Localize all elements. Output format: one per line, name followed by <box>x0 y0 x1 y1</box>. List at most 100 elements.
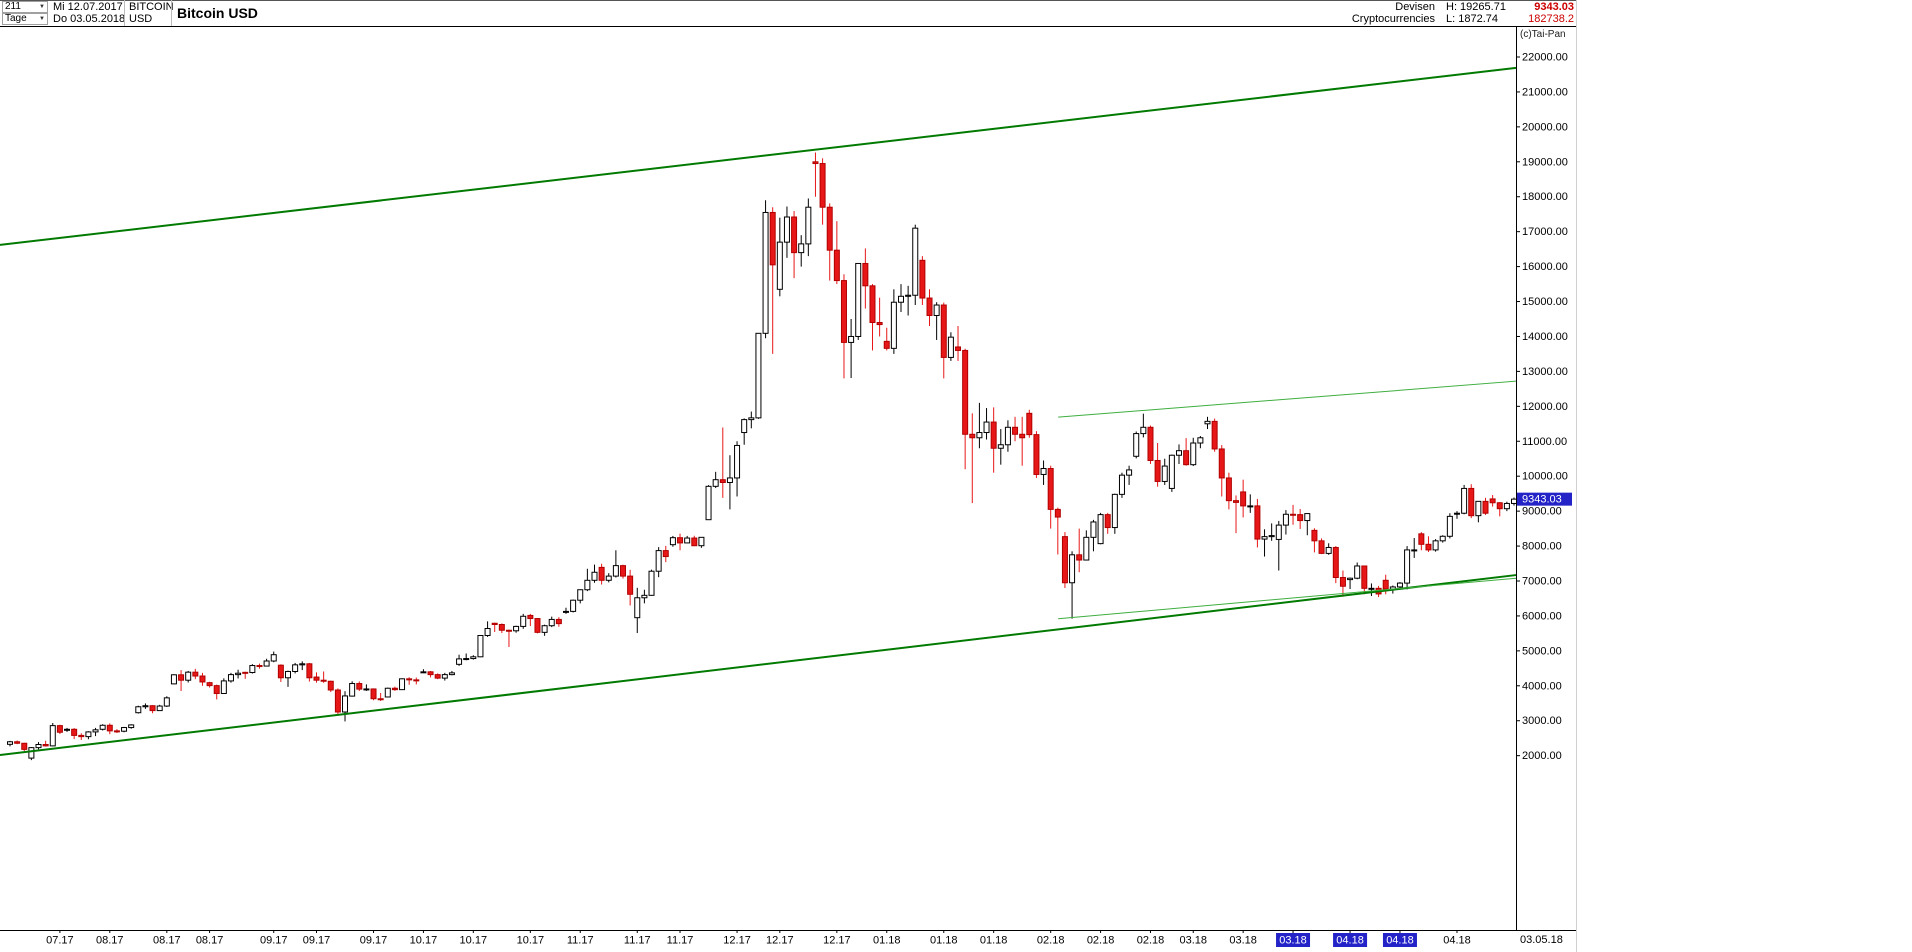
symbol-currency[interactable]: USD <box>129 13 153 25</box>
date-tick-highlight <box>1382 933 1417 947</box>
date-tick-label: 04.18 <box>1386 935 1414 947</box>
candle-body <box>969 433 976 439</box>
candle-body <box>883 340 890 349</box>
trendlines <box>0 66 1517 756</box>
price-tick-label: 14000.00 <box>1522 331 1568 343</box>
candle-body <box>862 262 869 287</box>
candle-body <box>1204 420 1211 425</box>
candle-body <box>1347 577 1354 581</box>
candle-body <box>1418 533 1425 545</box>
candle-body <box>1083 536 1090 561</box>
price-tick-label: 19000.00 <box>1522 156 1568 168</box>
candle-body <box>1061 536 1068 584</box>
candle-body <box>1054 508 1061 518</box>
date-tick-label: 02.18 <box>1087 935 1115 947</box>
candle-body <box>684 537 691 544</box>
candle-body <box>1275 524 1282 540</box>
candle-body <box>826 206 833 251</box>
candle-body <box>391 687 398 691</box>
price-axis: 22000.00 21000.00 20000.00 19000.00 18000.00… <box>1516 52 1568 762</box>
candle-body <box>1019 433 1026 439</box>
candle-body <box>869 285 876 323</box>
candle-body <box>1090 521 1097 538</box>
candle-body <box>591 571 598 581</box>
date-from[interactable]: Mi 12.07.2017 <box>53 1 123 13</box>
candle-body <box>513 625 520 632</box>
candle-body <box>1268 535 1275 538</box>
candle-body <box>349 683 356 697</box>
candle-body <box>1004 426 1011 446</box>
date-tick-label: 11.17 <box>667 935 694 947</box>
last-price-marker: 9343.03 <box>1517 492 1572 506</box>
minor-trend-lower <box>1058 577 1517 620</box>
date-tick-label: 10.17 <box>460 935 488 947</box>
candle-body <box>1126 469 1133 476</box>
candle-body <box>270 654 277 662</box>
price-tick-label: 7000.00 <box>1522 575 1562 587</box>
candle-body <box>627 575 634 595</box>
date-tick-label: 04.18 <box>1336 935 1364 947</box>
price-tick-label: 3000.00 <box>1522 715 1562 727</box>
candle-body <box>142 705 149 708</box>
price-chart[interactable]: 22000.00 21000.00 20000.00 19000.00 18000.00… <box>0 0 1577 952</box>
last-price-marker-label: 9343.03 <box>1522 494 1562 506</box>
subcategory-label: Cryptocurrencies <box>1351 13 1435 25</box>
candle-body <box>384 687 391 698</box>
candle-body <box>577 589 584 601</box>
chart-title: Bitcoin USD <box>177 5 258 21</box>
price-tick-label: 18000.00 <box>1522 191 1568 203</box>
date-to[interactable]: Do 03.05.2018 <box>53 13 126 25</box>
category-label: Devisen <box>1395 1 1435 13</box>
date-tick-label: 12.17 <box>723 935 751 947</box>
candle-body <box>712 479 719 487</box>
date-corner-label: 03.05.18 <box>1520 934 1563 946</box>
candle-body <box>1304 513 1311 522</box>
candle-body <box>406 678 413 681</box>
chevron-down-icon: ▼ <box>39 4 45 10</box>
candle-body <box>769 211 776 266</box>
header-divider <box>171 0 172 26</box>
candle-body <box>64 728 71 731</box>
candle-body <box>1332 546 1339 579</box>
price-tick-label: 4000.00 <box>1522 680 1562 692</box>
candle-body <box>356 683 363 690</box>
candle-body <box>962 349 969 435</box>
candle-body <box>235 672 242 676</box>
candle-body <box>776 241 783 290</box>
candle-body <box>534 618 541 633</box>
date-tick-label: 12.17 <box>823 935 851 947</box>
candle-body <box>7 741 13 745</box>
period-count-select[interactable]: 211 ▼ <box>2 1 48 13</box>
candle-body <box>691 537 698 547</box>
candle-body <box>555 618 562 625</box>
candle-body <box>1154 459 1161 482</box>
candle-body <box>399 678 406 691</box>
price-tick-label: 15000.00 <box>1522 296 1568 308</box>
candle-body <box>1425 543 1432 551</box>
candle-body <box>677 537 684 544</box>
candle-body <box>242 671 249 674</box>
candle-body <box>669 537 676 546</box>
candle-body <box>605 575 612 581</box>
candle-body <box>1482 500 1489 514</box>
symbol-name[interactable]: BITCOIN <box>129 1 174 13</box>
date-tick-label: 12.17 <box>766 935 794 947</box>
candle-body <box>1026 412 1033 436</box>
candle-body <box>313 676 320 681</box>
candle-body <box>755 332 762 419</box>
candlesticks <box>7 152 1518 761</box>
candle-body <box>92 729 99 733</box>
date-tick-label: 01.18 <box>930 935 958 947</box>
candle-body <box>427 671 434 676</box>
candle-body <box>1282 513 1289 526</box>
candle-body <box>648 570 655 596</box>
candle-body <box>1097 514 1104 545</box>
candle-body <box>1339 577 1346 587</box>
price-tick-label: 16000.00 <box>1522 261 1568 273</box>
date-tick-highlight <box>1333 933 1368 947</box>
period-unit-select[interactable]: Tage ▼ <box>2 13 48 25</box>
candle-body <box>135 706 142 714</box>
date-tick-label: 03.18 <box>1179 935 1207 947</box>
candle-body <box>320 679 327 682</box>
window-top-border <box>0 0 1577 1</box>
